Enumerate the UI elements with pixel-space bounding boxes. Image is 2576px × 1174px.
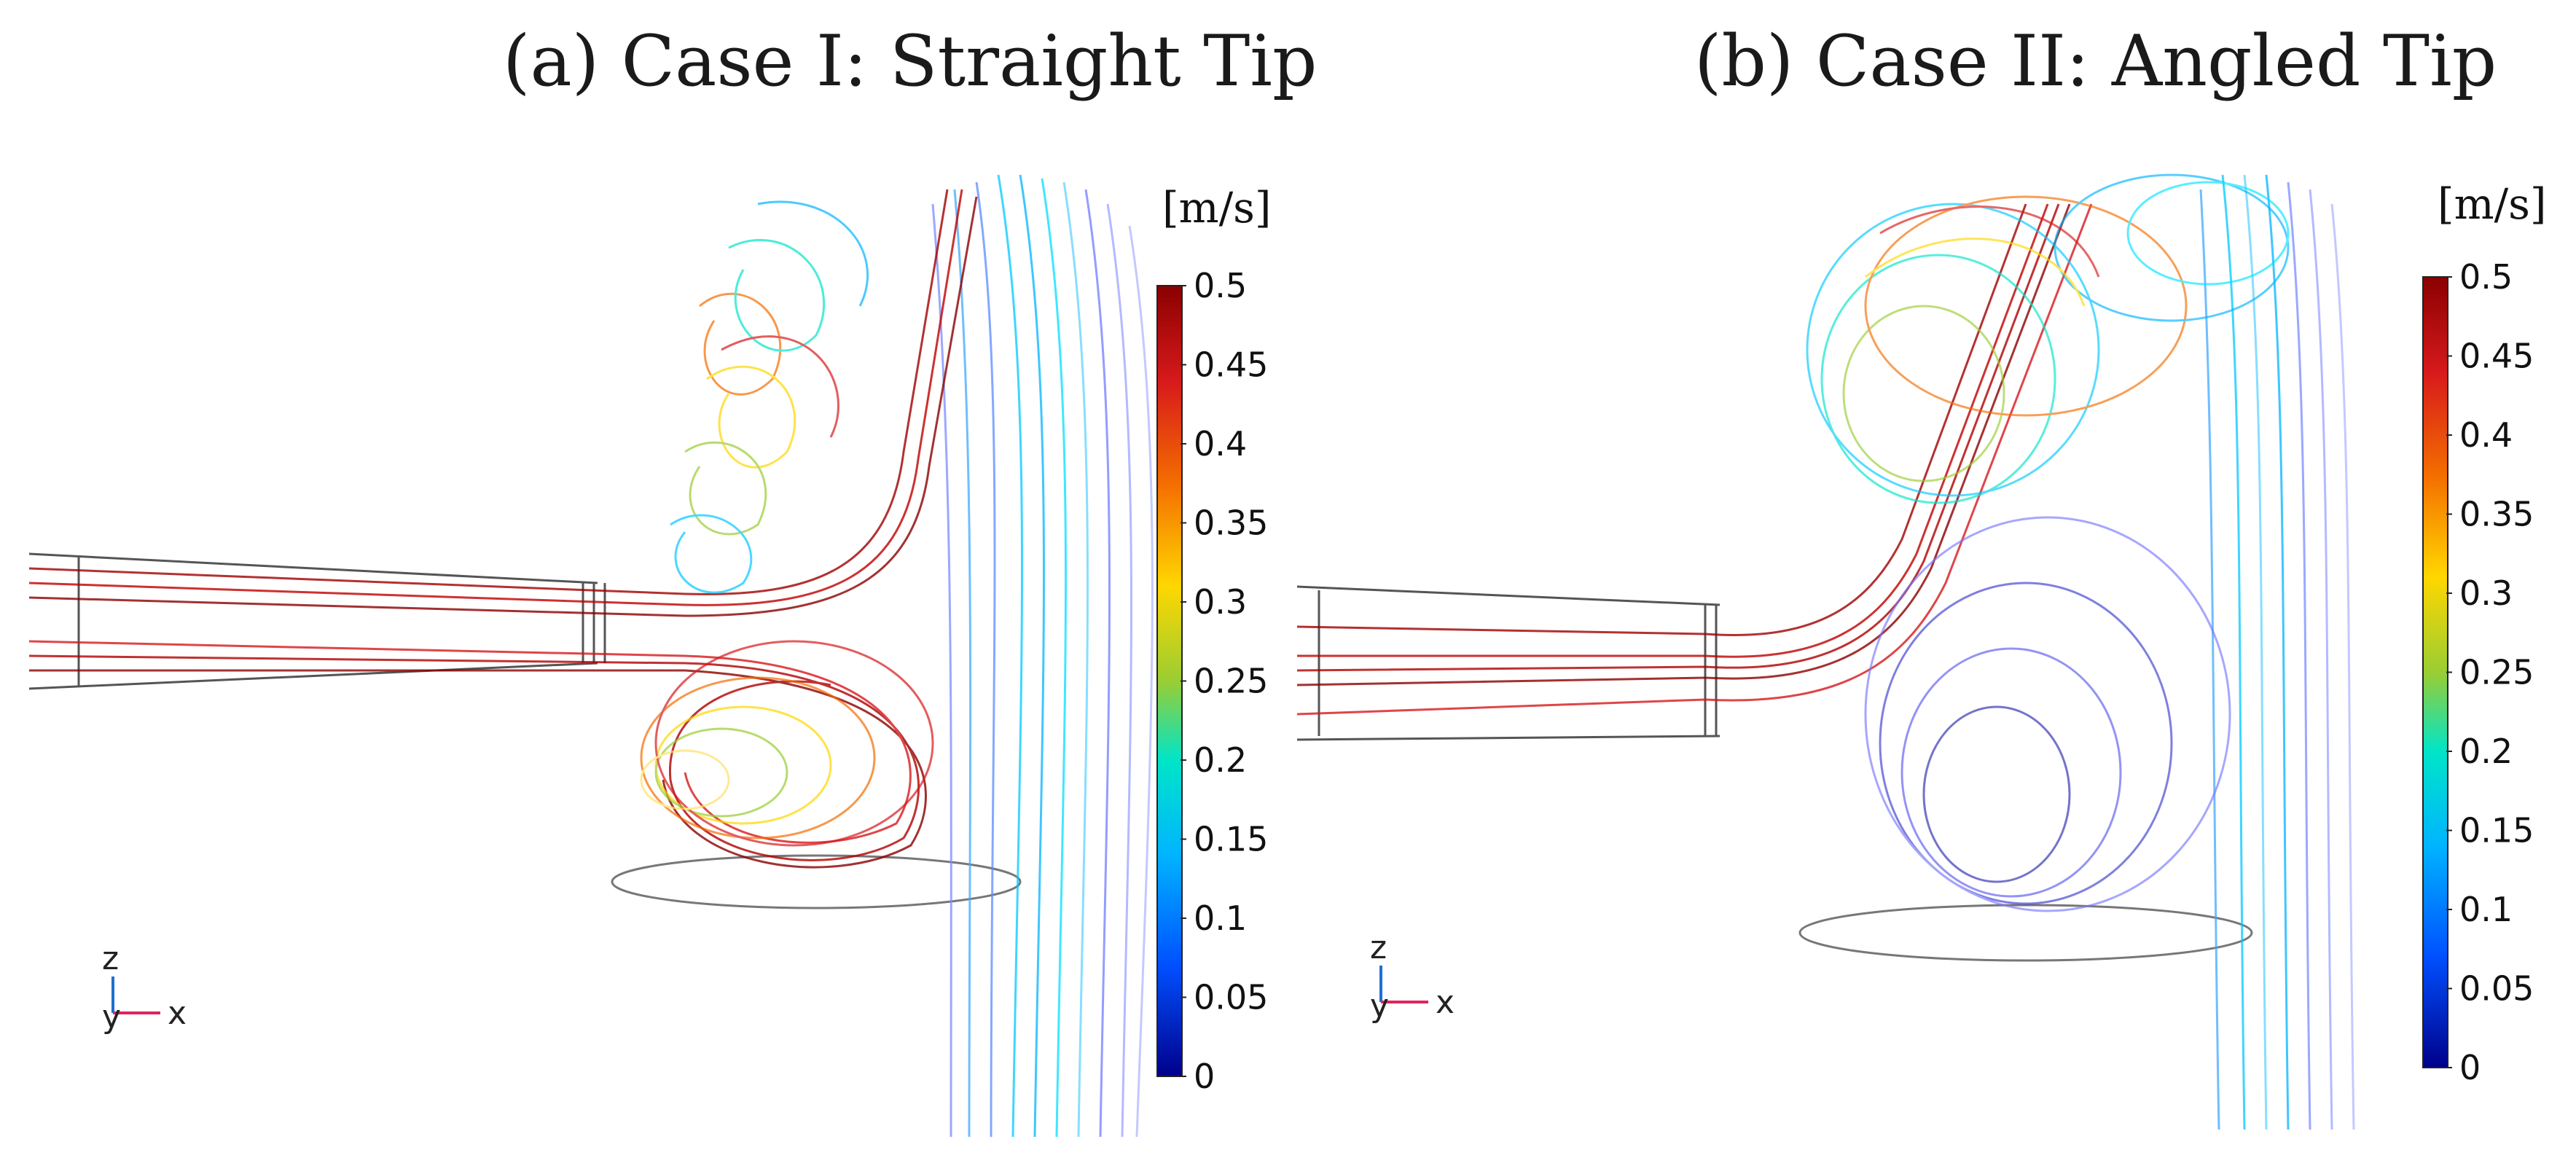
axis-y-label: y [102, 998, 121, 1036]
colorbar-a-tick: 0.25 [1194, 662, 1268, 701]
outflow-streamlines [2199, 174, 2355, 1130]
tip-geometry [1297, 585, 2253, 962]
recirculation-streamlines [640, 200, 934, 847]
jet-streamlines [1297, 203, 2093, 716]
colorbar-b-tick: 0.1 [2459, 890, 2513, 929]
colorbar-b-tick: 0.05 [2459, 969, 2534, 1009]
colorbar-b-tick: 0 [2459, 1048, 2481, 1087]
colorbar-a-tick: 0.05 [1194, 978, 1268, 1017]
colorbar-a-tick: 0.4 [1194, 424, 1247, 463]
axis-x-label: x [1436, 984, 1455, 1021]
colorbar-a-tick: 0.3 [1194, 582, 1247, 622]
colorbar-a-tick: 0.1 [1194, 899, 1247, 938]
panel-b-streamline-plot: z y x [m/s] 0.5 0.45 0.4 0.35 0.3 0.25 0.2 0.15… [1297, 173, 2547, 1130]
colorbar-b: [m/s] 0.5 0.45 0.4 0.35 0.3 0.25 0.2 0.15 0.1 0.0… [2422, 179, 2547, 1087]
axis-x-label: x [168, 995, 187, 1032]
colorbar-a-unit: [m/s] [1162, 183, 1272, 232]
colorbar-a-tick: 0.2 [1194, 740, 1247, 780]
colorbar-b-bar [2422, 276, 2448, 1068]
colorbar-b-tick: 0.35 [2459, 495, 2534, 534]
colorbar-b-unit: [m/s] [2438, 179, 2547, 229]
panel-a-straight-tip: z y x [m/s] 0.5 0.45 0.4 0.35 0.3 0.25 0.2 0.15… [29, 160, 1283, 1159]
colorbar-a-tick: 0.15 [1194, 820, 1268, 859]
colorbar-a: [m/s] 0.5 0.45 0.4 0.35 0.3 0.25 0.2 0.15 0.1 0.0… [1156, 183, 1272, 1096]
colorbar-a-tick: 0.5 [1194, 266, 1247, 305]
panel-b-angled-tip: z y x [m/s] 0.5 0.45 0.4 0.35 0.3 0.25 0.2 0.15… [1297, 160, 2565, 1159]
colorbar-b-tick: 0.2 [2459, 732, 2513, 771]
axis-triad: z y x [1370, 929, 1455, 1025]
axis-z-label: z [1370, 929, 1387, 966]
axis-y-label: y [1370, 987, 1389, 1025]
colorbar-a-tick: 0.35 [1194, 504, 1268, 543]
axis-triad: z y x [102, 940, 187, 1036]
colorbar-b-tick: 0.25 [2459, 653, 2534, 692]
tip-geometry [29, 552, 1022, 909]
recirculation-streamlines [1806, 173, 2290, 912]
colorbar-b-tick: 0.15 [2459, 811, 2534, 850]
colorbar-b-tick: 0.5 [2459, 257, 2513, 297]
panel-a-streamline-plot: z y x [m/s] 0.5 0.45 0.4 0.35 0.3 0.25 0.2 0.15… [29, 174, 1272, 1138]
outflow-streamlines [931, 174, 1154, 1138]
colorbar-a-tick: 0 [1194, 1057, 1215, 1096]
colorbar-a-tick: 0.45 [1194, 345, 1268, 385]
panel-a-title: (a) Case I: Straight Tip [503, 20, 1318, 102]
jet-streamlines [29, 189, 978, 869]
panel-b-title: (b) Case II: Angled Tip [1694, 20, 2497, 102]
colorbar-b-tick: 0.4 [2459, 415, 2513, 455]
axis-z-label: z [102, 940, 119, 977]
colorbar-b-tick: 0.45 [2459, 337, 2534, 376]
colorbar-b-tick: 0.3 [2459, 574, 2513, 613]
colorbar-a-bar [1156, 285, 1183, 1077]
